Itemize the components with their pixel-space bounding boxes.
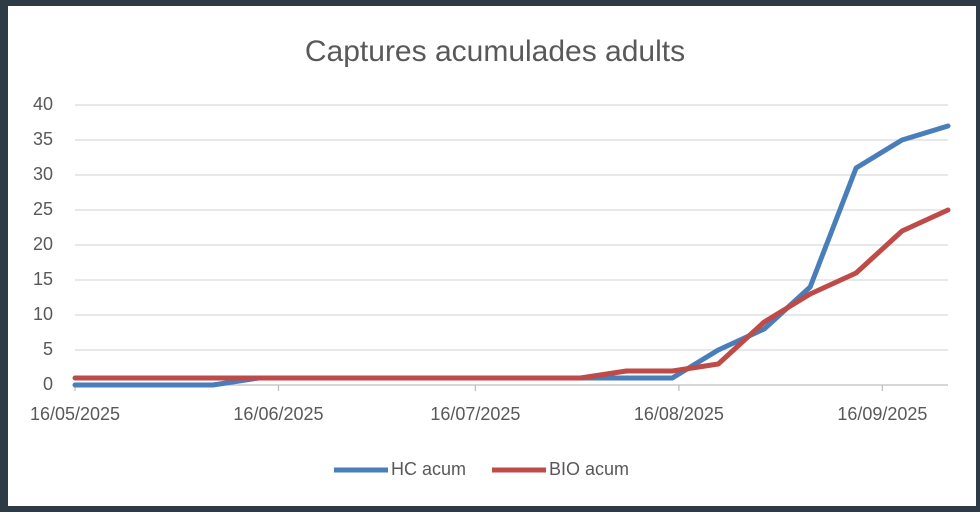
y-tick-label: 5	[43, 339, 53, 359]
x-tick-label: 16/05/2025	[30, 404, 120, 424]
y-tick-label: 40	[33, 94, 53, 114]
x-tick-label: 16/09/2025	[837, 404, 927, 424]
y-tick-label: 20	[33, 234, 53, 254]
x-tick-label: 16/08/2025	[634, 404, 724, 424]
y-tick-label: 10	[33, 304, 53, 324]
legend-label: HC acum	[391, 459, 466, 479]
legend-label: BIO acum	[549, 459, 629, 479]
y-tick-label: 30	[33, 164, 53, 184]
chart-title: Captures acumulades adults	[305, 35, 685, 68]
x-tick-label: 16/07/2025	[430, 404, 520, 424]
chart-frame: Captures acumulades adults 0 5 10 15 20 25 30 3…	[8, 6, 976, 506]
chart: Captures acumulades adults 0 5 10 15 20 25 30 3…	[30, 35, 951, 479]
y-tick-label: 15	[33, 269, 53, 289]
y-tick-label: 0	[43, 374, 53, 394]
x-tick-label: 16/06/2025	[233, 404, 323, 424]
y-tick-label: 35	[33, 129, 53, 149]
series-line	[72, 207, 951, 381]
y-tick-label: 25	[33, 199, 53, 219]
series-line	[72, 123, 951, 388]
